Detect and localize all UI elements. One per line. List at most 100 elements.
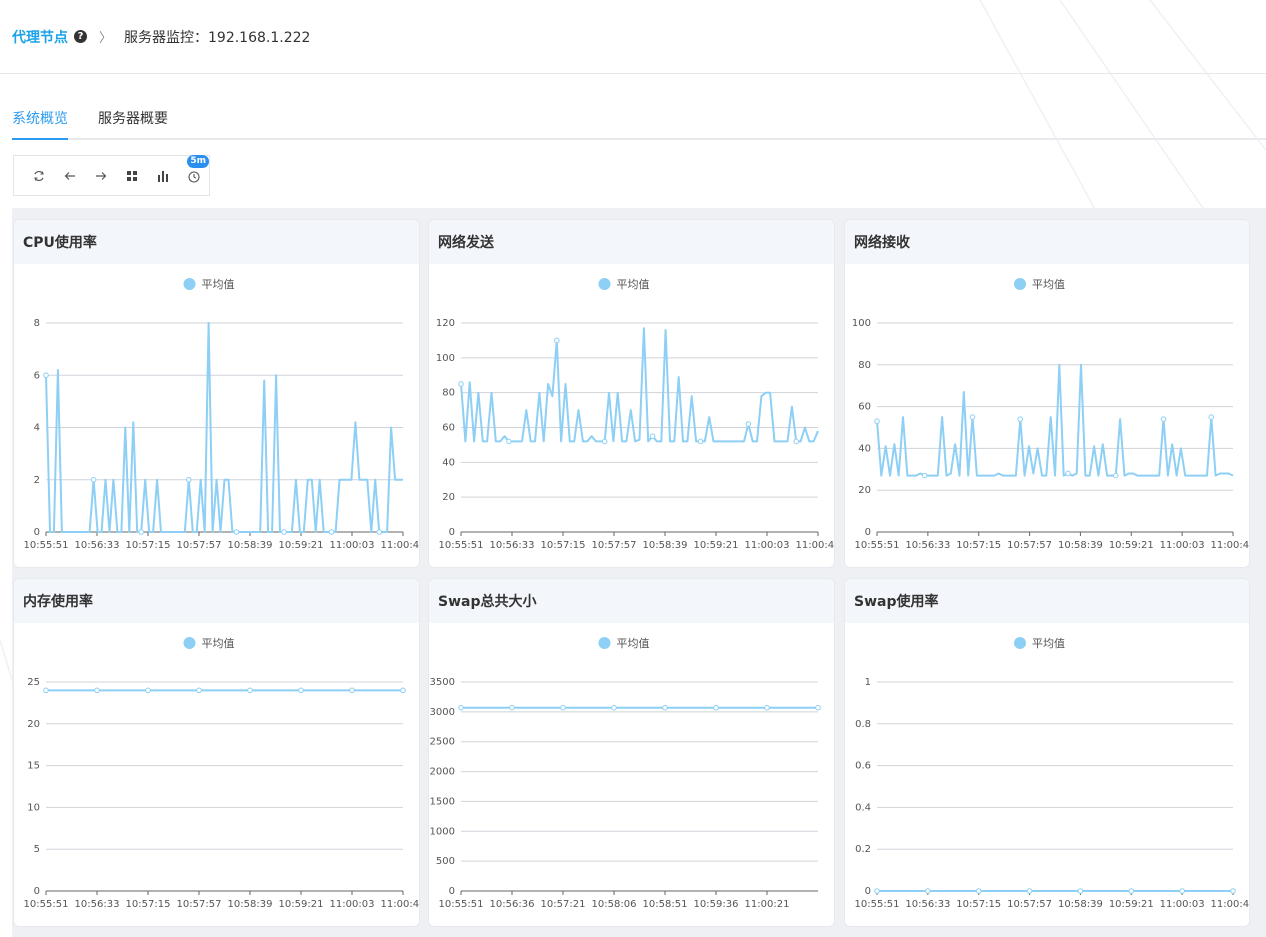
x-tick-label: 10:59:21 [1109,540,1154,551]
data-point[interactable] [1208,414,1215,420]
data-point[interactable] [601,438,608,445]
data-point[interactable] [969,414,976,420]
data-point[interactable] [697,438,704,445]
data-point[interactable] [94,687,100,694]
series-line [45,322,403,533]
data-point[interactable] [1160,416,1167,422]
data-point[interactable] [247,687,253,694]
data-point[interactable] [745,421,752,427]
x-tick-label: 10:56:33 [905,899,950,910]
data-point[interactable] [764,704,770,711]
prev-button[interactable] [55,164,86,188]
legend-marker [1014,278,1026,290]
y-tick-label: 1500 [430,796,455,807]
data-point[interactable] [662,704,668,711]
data-point[interactable] [1230,888,1236,894]
y-tick-label: 2500 [430,737,455,748]
data-point[interactable] [713,704,719,711]
tab-bar: 系统概览 服务器概要 [12,100,1266,140]
data-point[interactable] [281,529,287,535]
y-tick-label: 80 [858,360,871,371]
x-tick-label: 10:55:51 [439,540,484,551]
data-point[interactable] [815,704,821,711]
x-tick-label: 11:00:03 [330,540,375,551]
data-point[interactable] [874,888,880,894]
data-point[interactable] [560,704,566,711]
x-tick-label: 11:00:21 [745,899,790,910]
chart-legend[interactable]: 平均值 [1014,278,1065,291]
x-tick-label: 10:57:21 [541,899,586,910]
grid-layout-button[interactable] [116,164,147,188]
data-point[interactable] [376,529,383,535]
time-range-button[interactable]: 5m [178,154,209,188]
page-header: 代理节点 ? 〉 服务器监控：192.168.1.222 [0,0,1266,74]
chart-legend[interactable]: 平均值 [183,637,235,650]
y-tick-label: 10 [27,802,40,813]
x-tick-label: 11:00:45 [796,540,835,551]
chart-legend[interactable]: 平均值 [598,637,650,650]
data-point[interactable] [611,704,617,711]
y-tick-label: 40 [858,443,871,454]
data-point[interactable] [925,888,931,894]
data-point[interactable] [1128,888,1135,894]
arrow-right-icon [96,171,107,180]
swap-total-chart: 平均值 0 500 1000 1500 2000 2500 3000 3500 10:55:51 1… [430,637,821,910]
chart-legend[interactable]: 平均值 [598,278,650,291]
x-tick-label: 10:55:51 [439,899,484,910]
data-point[interactable] [349,687,355,694]
memory-usage-chart: 平均值 0 5 10 15 20 25 10:55:51 10:56:33 10:57:15 10:… [24,637,419,910]
data-point[interactable] [138,529,144,535]
help-icon[interactable]: ? [74,30,87,43]
y-tick-label: 80 [442,388,455,399]
data-point[interactable] [43,687,49,694]
data-point[interactable] [458,704,464,711]
x-tick-label: 10:57:57 [1007,540,1052,551]
y-tick-label: 60 [442,423,455,434]
data-point[interactable] [1179,888,1185,894]
breadcrumb-root-link[interactable]: 代理节点 [12,29,68,46]
chart-legend[interactable]: 平均值 [183,278,235,291]
data-point[interactable] [1077,888,1084,894]
data-point[interactable] [1112,472,1119,479]
data-point[interactable] [328,529,335,535]
data-point[interactable] [90,476,97,483]
y-tick-label: 6 [34,370,40,381]
chart-card-memory: 内存使用率 平均值 0 5 10 15 20 25 10:55:51 10:56:33 10:57… [13,578,420,927]
data-point[interactable] [298,687,304,694]
tab-server-summary[interactable]: 服务器概要 [98,111,168,127]
x-tick-label: 10:57:15 [956,540,1001,551]
tab-system-overview[interactable]: 系统概览 [12,100,68,140]
data-point[interactable] [874,418,880,425]
data-point[interactable] [1017,416,1024,422]
y-tick-label: 25 [27,677,40,688]
data-point[interactable] [1065,470,1071,477]
y-tick-label: 4 [34,423,40,434]
data-point[interactable] [233,529,240,535]
data-point[interactable] [196,687,202,694]
chart-legend[interactable]: 平均值 [1014,637,1065,650]
data-point[interactable] [553,337,560,344]
next-button[interactable] [86,164,117,188]
network-send-chart: 平均值 0 20 40 60 80 100 120 10:55:51 10:56:33 10:57:… [436,278,835,551]
chart-title: Swap总共大小 [429,579,834,623]
data-point[interactable] [921,472,928,479]
x-tick-label: 10:55:51 [855,899,900,910]
y-tick-label: 20 [442,492,455,503]
chart-type-button[interactable] [147,164,178,188]
data-point[interactable] [649,433,656,440]
legend-label: 平均值 [202,278,235,291]
refresh-button[interactable] [24,164,55,188]
data-point[interactable] [145,687,151,694]
data-point[interactable] [1026,888,1033,894]
data-point[interactable] [186,476,192,483]
y-tick-label: 5 [34,844,40,855]
data-point[interactable] [506,438,512,445]
data-point[interactable] [400,687,406,694]
data-point[interactable] [458,381,464,387]
data-point[interactable] [975,888,982,894]
data-point[interactable] [509,704,515,711]
data-point[interactable] [43,372,49,379]
data-point[interactable] [793,438,800,445]
y-tick-label: 0 [449,886,455,897]
swap-usage-chart: 平均值 0 0.2 0.4 0.6 0.8 1 10:55:51 10:56:33 10:57:1… [855,637,1249,910]
